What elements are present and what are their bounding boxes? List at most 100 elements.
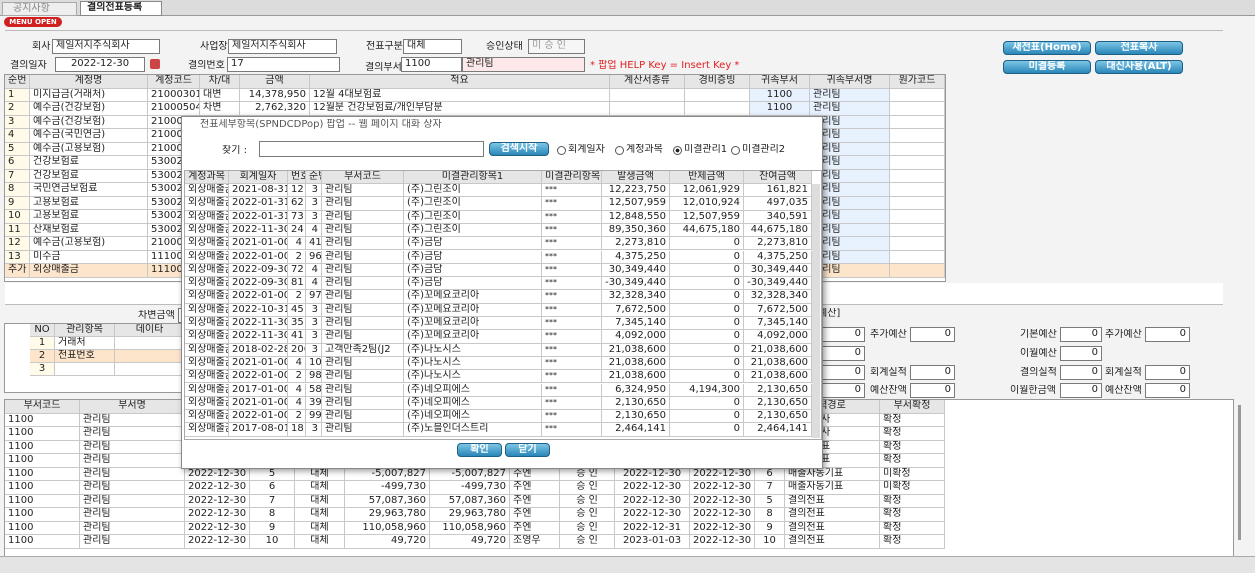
calendar-icon[interactable]	[150, 59, 160, 69]
grid-cell: 4	[288, 396, 306, 411]
grid-cell: ***	[542, 423, 602, 437]
grid-cell	[890, 156, 945, 170]
dialog-close[interactable]	[807, 118, 819, 131]
number-input[interactable]: 17	[227, 57, 340, 72]
search-button[interactable]: 검색시작	[489, 142, 549, 156]
grid-cell: 161,821	[744, 184, 812, 198]
grid-cell: 승 인	[560, 481, 615, 495]
tab[interactable]: 결의전표등록	[80, 1, 162, 16]
grid-cell: 관리팀	[810, 142, 890, 156]
grid-cell: 4	[306, 277, 322, 291]
grid-cell	[890, 142, 945, 156]
grid-cell: 2022-12-30	[185, 535, 250, 549]
grid-cell: 2022-01-00	[229, 290, 288, 304]
grid-cell: 1100	[5, 413, 80, 427]
grid-cell: 1100	[5, 454, 80, 468]
grid-cell: 관리팀	[810, 183, 890, 197]
dept-code-input[interactable]: 1100	[401, 57, 462, 72]
approval-select[interactable]: 미 승 인	[528, 39, 585, 54]
budget-value: 0	[1060, 365, 1102, 380]
grid-cell: 21000301	[148, 88, 200, 102]
grid-cell: 2	[288, 250, 306, 264]
grid-cell: 2021-01-00	[229, 237, 288, 251]
grid-cell: 관리팀	[322, 396, 404, 411]
grid-cell: 확정	[880, 494, 945, 508]
grid-cell: (주)금담	[404, 263, 542, 278]
grid-cell: 0	[670, 423, 744, 437]
budget-value: 0	[910, 327, 955, 342]
search-input[interactable]	[259, 141, 484, 157]
grid-cell: 관리팀	[322, 277, 404, 291]
dialog-scrollbar[interactable]	[812, 184, 820, 438]
tab[interactable]: 공지사항	[2, 2, 77, 16]
grid-cell: 고용보험료	[30, 210, 148, 224]
field-label: 사업장	[200, 41, 228, 52]
grid-cell: 전표번호	[55, 350, 115, 363]
voucher-type-select[interactable]: 대체	[403, 39, 462, 54]
radio[interactable]	[557, 146, 566, 155]
grid-cell: 96	[306, 250, 322, 264]
grid-cell: 2022-09-30	[229, 277, 288, 291]
grid-cell	[890, 223, 945, 237]
grid-cell: 21000504	[148, 102, 200, 116]
grid-cell: 4	[306, 223, 322, 238]
radio[interactable]	[615, 146, 624, 155]
grid-cell: 29,963,780	[430, 508, 510, 522]
close-button[interactable]: 닫기	[505, 443, 550, 457]
grid-cell: 확정	[880, 440, 945, 454]
action-button[interactable]: 미결등록	[1003, 60, 1091, 74]
grid-header: 금액	[240, 75, 310, 89]
budget-label: 추가예산	[870, 329, 907, 340]
menu-open-button[interactable]: MENU OPEN	[4, 17, 62, 27]
radio[interactable]	[731, 146, 740, 155]
grid-cell: ***	[542, 410, 602, 424]
budget-label: 회계실적	[1105, 367, 1142, 378]
scrollbar[interactable]	[1238, 405, 1241, 540]
grid-header: 부서명	[80, 400, 185, 414]
grid-cell: ***	[542, 237, 602, 251]
grid-cell: 관리팀	[322, 250, 404, 264]
grid-cell: 2021-01-00	[229, 356, 288, 371]
grid-cell: 11	[5, 223, 30, 237]
grid-cell	[890, 250, 945, 264]
grid-cell: 12	[5, 237, 30, 251]
action-button[interactable]: 대신사용(ALT)	[1095, 60, 1183, 74]
grid-cell: 2022-12-30	[690, 494, 755, 508]
grid-cell	[890, 210, 945, 224]
grid-cell: 외상매출금	[185, 197, 229, 211]
grid-cell: 관리팀	[810, 102, 890, 116]
grid-cell: 3	[306, 330, 322, 344]
action-button[interactable]: 전표복사	[1095, 41, 1183, 55]
date-input[interactable]: 2022-12-30	[55, 57, 145, 72]
tab-bar	[0, 0, 1255, 16]
grid-cell: 관리팀	[810, 156, 890, 170]
dept-name-input[interactable]: 관리팀	[462, 57, 585, 72]
grid-cell	[55, 363, 115, 376]
action-button[interactable]: 새전표(Home)	[1003, 41, 1091, 55]
budget-value: 0	[1060, 346, 1102, 361]
grid-cell: 대체	[295, 508, 345, 522]
grid-cell: -30,349,440	[602, 277, 670, 291]
grid-cell: 관리팀	[810, 223, 890, 237]
grid-cell: 2022-12-30	[690, 521, 755, 535]
site-select[interactable]: 제일저지주식회사	[228, 39, 337, 54]
grid-cell: 2022-12-30	[615, 481, 690, 495]
grid-cell: 관리팀	[322, 370, 404, 384]
grid-cell: 관리팀	[322, 317, 404, 331]
grid-cell: 1	[5, 88, 30, 102]
grid-cell: 조영우	[510, 535, 560, 549]
grid-cell: 관리팀	[810, 237, 890, 251]
grid-cell: 2022-01-00	[229, 370, 288, 384]
grid-header: 부서코드	[322, 171, 404, 184]
grid-cell: 14,378,950	[240, 88, 310, 102]
budget-value: 0	[1145, 383, 1190, 398]
budget-value: 0	[1060, 383, 1102, 398]
ok-button[interactable]: 확인	[457, 443, 502, 457]
grid-cell: 340,591	[744, 210, 812, 224]
radio[interactable]	[673, 146, 682, 155]
grid-cell: 24	[288, 223, 306, 238]
company-select[interactable]: 제일저지주식회사	[52, 39, 160, 54]
grid-cell: 30,349,440	[602, 263, 670, 278]
grid-cell: ***	[542, 330, 602, 344]
debit-label: 차변금액	[138, 310, 175, 321]
